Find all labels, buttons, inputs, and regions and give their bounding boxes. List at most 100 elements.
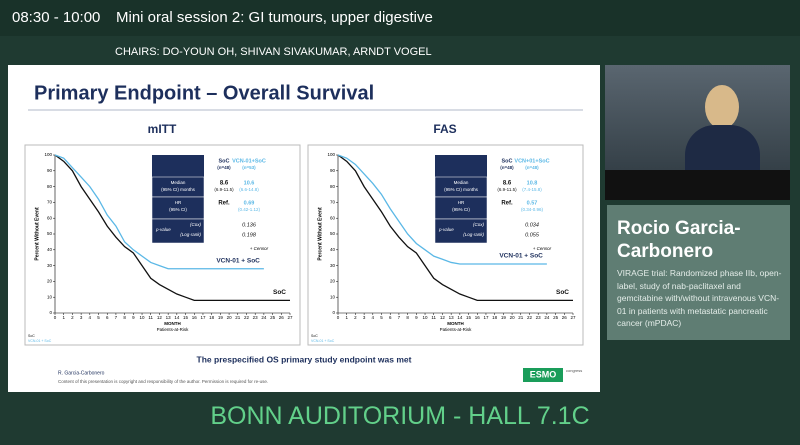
table-value: 10.8 bbox=[527, 180, 538, 186]
x-tick-label: 20 bbox=[510, 315, 516, 320]
x-tick-label: 26 bbox=[562, 315, 568, 320]
presenter: R. Garcia-Carbonero bbox=[58, 370, 105, 376]
y-tick-label: 60 bbox=[330, 215, 336, 220]
logo-sub: congress bbox=[566, 368, 582, 373]
chart-title: mITT bbox=[148, 122, 177, 136]
table-value: 10.6 bbox=[244, 180, 255, 186]
x-tick-label: 13 bbox=[449, 315, 455, 320]
x-tick-label: 18 bbox=[492, 315, 498, 320]
table-row-label: (Log-rank) bbox=[463, 232, 484, 237]
y-tick-label: 0 bbox=[49, 310, 52, 315]
table-row-label: (95% CI) bbox=[169, 207, 187, 212]
x-tick-label: 27 bbox=[570, 315, 576, 320]
table-header: (n=48) bbox=[525, 165, 539, 170]
x-tick-label: 15 bbox=[183, 315, 189, 320]
risk-title: Patients-at-Risk bbox=[157, 327, 190, 332]
x-tick-label: 8 bbox=[123, 315, 126, 320]
x-tick-label: 1 bbox=[345, 315, 348, 320]
slide-title: Primary Endpoint – Overall Survival bbox=[34, 82, 374, 104]
location: BONN AUDITORIUM - HALL 7.1C bbox=[210, 402, 590, 430]
chart-title: FAS bbox=[433, 122, 456, 136]
y-tick-label: 30 bbox=[330, 263, 336, 268]
logo: ESMO bbox=[530, 369, 557, 379]
slide: Primary Endpoint – Overall Survival The … bbox=[8, 65, 600, 392]
risk-row-label: VCN-01 + SoC bbox=[28, 339, 52, 343]
session: Mini oral session 2: GI tumours, upper d… bbox=[116, 9, 433, 26]
x-tick-label: 22 bbox=[244, 315, 250, 320]
table-row-label: (Cox) bbox=[473, 222, 485, 227]
x-tick-label: 3 bbox=[363, 315, 366, 320]
x-tick-label: 5 bbox=[380, 315, 383, 320]
table-value: (6.9-11.5) bbox=[497, 187, 517, 192]
y-tick-label: 90 bbox=[330, 168, 336, 173]
speaker-card: Rocio Garcia-Carbonero VIRAGE trial: Ran… bbox=[607, 205, 790, 340]
x-tick-label: 5 bbox=[97, 315, 100, 320]
y-tick-label: 80 bbox=[47, 184, 53, 189]
y-tick-label: 40 bbox=[47, 247, 53, 252]
table-row-label: (Cox) bbox=[190, 222, 202, 227]
table-value: 0.57 bbox=[527, 200, 538, 206]
table-label-cell bbox=[151, 218, 205, 244]
time: 08:30 - 10:00 bbox=[12, 9, 101, 26]
x-tick-label: 26 bbox=[279, 315, 285, 320]
x-tick-label: 9 bbox=[415, 315, 418, 320]
y-tick-label: 30 bbox=[47, 263, 53, 268]
x-tick-label: 11 bbox=[148, 315, 153, 320]
x-tick-label: 12 bbox=[440, 315, 446, 320]
table-value: (0.42-1.12) bbox=[238, 207, 261, 212]
table-header: (n=53) bbox=[242, 165, 256, 170]
x-tick-label: 0 bbox=[337, 315, 340, 320]
y-tick-label: 20 bbox=[47, 279, 53, 284]
table-value: 8.6 bbox=[220, 181, 229, 187]
x-tick-label: 24 bbox=[261, 315, 267, 320]
table-value: 0.198 bbox=[242, 232, 257, 238]
x-tick-label: 4 bbox=[89, 315, 92, 320]
x-tick-label: 3 bbox=[80, 315, 83, 320]
x-tick-label: 18 bbox=[209, 315, 215, 320]
risk-row-label: SoC bbox=[311, 334, 318, 338]
x-tick-label: 4 bbox=[372, 315, 375, 320]
y-axis-title: Percent Without Event bbox=[34, 207, 40, 261]
y-tick-label: 10 bbox=[47, 294, 53, 299]
table-header: VCN+01+SoC bbox=[514, 158, 549, 164]
curve-label: VCN-01 + SoC bbox=[216, 257, 260, 264]
table-row-label: p-value bbox=[438, 227, 454, 232]
table-value: (7.4-15.8) bbox=[522, 187, 542, 192]
x-tick-label: 1 bbox=[62, 315, 65, 320]
table-row-label: (95% CI) months bbox=[161, 187, 196, 192]
censor-note: + Censor bbox=[533, 246, 552, 251]
x-tick-label: 17 bbox=[483, 315, 489, 320]
x-tick-label: 12 bbox=[157, 315, 163, 320]
x-tick-label: 21 bbox=[518, 315, 524, 320]
x-tick-label: 20 bbox=[227, 315, 233, 320]
table-header: VCN-01+SoC bbox=[232, 158, 266, 164]
chart-frame bbox=[24, 144, 301, 346]
table-label-cell bbox=[434, 218, 488, 244]
survival-curve bbox=[337, 154, 573, 302]
table-header: (n=48) bbox=[500, 165, 514, 170]
y-tick-label: 70 bbox=[330, 200, 336, 205]
x-tick-label: 10 bbox=[140, 315, 146, 320]
table-row-label: (95% CI) months bbox=[444, 187, 479, 192]
survival-curve bbox=[337, 154, 547, 265]
x-axis-title: MONTH bbox=[447, 321, 464, 326]
table-value: 0.055 bbox=[525, 232, 540, 238]
table-header: SoC bbox=[219, 158, 230, 164]
x-tick-label: 14 bbox=[457, 315, 463, 320]
copyright: Content of this presentation is copyrigh… bbox=[58, 379, 268, 384]
x-tick-label: 25 bbox=[270, 315, 276, 320]
table-header-cell bbox=[152, 155, 204, 177]
x-tick-label: 22 bbox=[527, 315, 533, 320]
table-value: Ref. bbox=[218, 201, 230, 207]
y-tick-label: 100 bbox=[327, 152, 335, 157]
x-tick-label: 0 bbox=[54, 315, 57, 320]
x-tick-label: 23 bbox=[536, 315, 542, 320]
y-tick-label: 50 bbox=[330, 231, 336, 236]
x-tick-label: 9 bbox=[132, 315, 135, 320]
y-tick-label: 90 bbox=[47, 168, 53, 173]
table-value: 0.69 bbox=[244, 200, 255, 206]
speaker-video bbox=[605, 65, 790, 200]
table-header-cell bbox=[435, 155, 487, 177]
y-tick-label: 10 bbox=[330, 294, 336, 299]
